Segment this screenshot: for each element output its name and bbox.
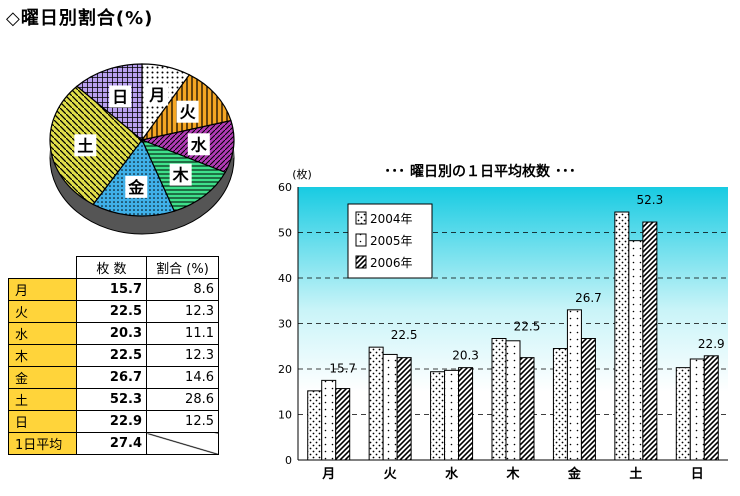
table-day-cell: 日 bbox=[8, 410, 77, 433]
y-tick-label: 10 bbox=[278, 409, 292, 422]
bar bbox=[430, 371, 446, 461]
bar bbox=[321, 379, 337, 461]
table-day-cell: 火 bbox=[8, 300, 77, 323]
table-average-row: 1日平均 27.4 bbox=[8, 432, 219, 455]
pie-label-box bbox=[125, 175, 148, 198]
pie-label: 月 bbox=[148, 86, 165, 105]
bar bbox=[689, 358, 705, 461]
bar bbox=[396, 357, 412, 461]
page-title: ◇曜日別割合(%) bbox=[6, 8, 154, 29]
data-label: 22.9 bbox=[698, 337, 725, 351]
table-day-cell: 金 bbox=[8, 366, 77, 389]
legend-label: 2005年 bbox=[370, 234, 413, 248]
bar bbox=[552, 348, 568, 461]
x-tick-label: 火 bbox=[384, 467, 398, 482]
table-row: 日 22.9 12.5 bbox=[8, 410, 219, 433]
table-row: 金 26.7 14.6 bbox=[8, 366, 219, 389]
bar bbox=[566, 309, 582, 461]
bar bbox=[382, 353, 398, 461]
data-label: 52.3 bbox=[636, 193, 663, 207]
data-label: 26.7 bbox=[575, 291, 602, 305]
x-tick-label: 金 bbox=[567, 466, 582, 482]
pie-label-box bbox=[74, 134, 97, 157]
x-tick-label: 月 bbox=[321, 467, 335, 482]
bar bbox=[444, 369, 460, 461]
bar bbox=[519, 357, 535, 461]
y-tick-label: 30 bbox=[278, 318, 292, 331]
pie-label: 火 bbox=[180, 103, 197, 122]
bar bbox=[368, 346, 384, 461]
data-label: 15.7 bbox=[329, 361, 356, 375]
pie-label-box bbox=[109, 85, 132, 108]
bar bbox=[335, 388, 351, 461]
pie-label: 水 bbox=[191, 135, 208, 154]
x-tick-label: 木 bbox=[505, 466, 520, 482]
y-tick-label: 50 bbox=[278, 227, 292, 240]
pie-label-box bbox=[187, 133, 210, 156]
y-tick-label: 40 bbox=[278, 272, 292, 285]
bar bbox=[703, 355, 719, 461]
y-tick-label: 0 bbox=[285, 454, 292, 467]
bar bbox=[307, 390, 323, 461]
bar bbox=[614, 211, 630, 461]
table-header-count: 枚 数 bbox=[76, 256, 147, 279]
x-tick-label: 日 bbox=[691, 467, 704, 482]
bar bbox=[642, 221, 658, 461]
table-pct-cell: 12.5 bbox=[146, 410, 219, 433]
table-row: 月 15.7 8.6 bbox=[8, 278, 219, 301]
x-tick-label: 土 bbox=[629, 466, 642, 482]
data-label: 22.5 bbox=[391, 328, 418, 342]
y-tick-label: 60 bbox=[278, 181, 292, 194]
x-tick-label: 水 bbox=[445, 466, 459, 482]
bar bbox=[458, 367, 474, 461]
table-pct-cell: 14.6 bbox=[146, 366, 219, 389]
y-tick-label: 20 bbox=[278, 363, 292, 376]
table-row: 木 22.5 12.3 bbox=[8, 344, 219, 367]
pie-label: 土 bbox=[77, 136, 93, 155]
table-count-cell: 26.7 bbox=[76, 366, 147, 389]
bar bbox=[580, 338, 596, 461]
table-average-diagonal bbox=[146, 432, 219, 455]
data-label: 22.5 bbox=[514, 320, 541, 334]
bar bbox=[491, 338, 507, 461]
bar bbox=[505, 340, 521, 461]
chart-title: ･･･ 曜日別の１日平均枚数 ･･･ bbox=[384, 163, 576, 180]
legend-swatch bbox=[355, 255, 367, 269]
pie-label: 日 bbox=[112, 87, 128, 106]
stats-table: 枚 数 割合 (%) 月 15.7 8.6 火 22.5 12.3 水 20.3… bbox=[8, 256, 219, 455]
legend-label: 2006年 bbox=[370, 256, 413, 270]
legend-swatch bbox=[355, 211, 367, 225]
bar bbox=[675, 367, 691, 461]
pie-label-box bbox=[146, 83, 169, 106]
pie-label: 木 bbox=[172, 166, 190, 185]
bar bbox=[628, 240, 644, 461]
table-average-label: 1日平均 bbox=[8, 432, 77, 455]
pie-label: 金 bbox=[127, 178, 145, 197]
table-header-pct: 割合 (%) bbox=[146, 256, 219, 279]
legend-label: 2004年 bbox=[370, 212, 413, 226]
pie-label-box bbox=[176, 100, 199, 123]
data-label: 20.3 bbox=[452, 349, 479, 363]
y-axis-label: (枚) bbox=[292, 167, 312, 181]
table-count-cell: 20.3 bbox=[76, 322, 147, 345]
table-count-cell: 22.5 bbox=[76, 344, 147, 367]
pie-label-box bbox=[169, 163, 192, 186]
legend-swatch bbox=[355, 233, 367, 247]
table-row: 水 20.3 11.1 bbox=[8, 322, 219, 345]
